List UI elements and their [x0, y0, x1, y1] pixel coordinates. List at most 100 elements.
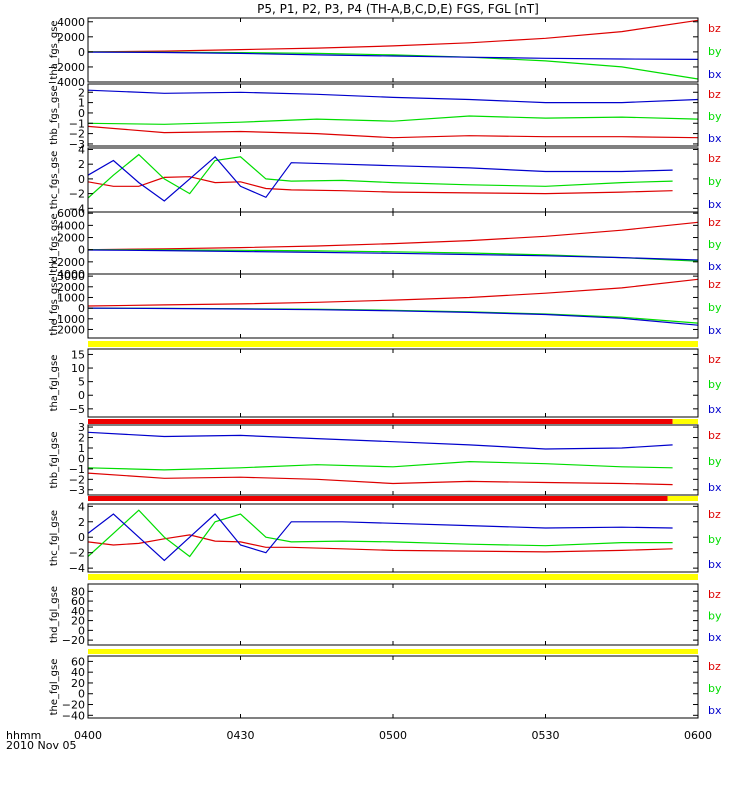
y-tick-label: 2	[78, 432, 85, 445]
y-axis-label: tha_fgl_gse	[49, 355, 60, 412]
y-tick-label: 3	[78, 421, 85, 434]
y-tick-label: −20	[62, 634, 85, 647]
chart-title: P5, P1, P2, P3, P4 (TH-A,B,C,D,E) FGS, F…	[257, 2, 539, 16]
status-bar-segment-yellow	[667, 496, 698, 501]
status-bar-segment-red	[88, 496, 668, 501]
status-bar	[88, 341, 698, 347]
x-tick-label: 0530	[532, 729, 560, 742]
y-tick-label: 2000	[57, 281, 85, 294]
status-bar-segment-yellow	[88, 341, 698, 347]
x-tick-label: 0400	[74, 729, 102, 742]
status-bar-segment-red	[88, 419, 673, 424]
series-line-bx	[87, 431, 673, 450]
y-tick-label: −2000	[48, 323, 85, 336]
y-axis-label: tha_fgs_gse	[49, 20, 60, 79]
legend-bz: bz	[708, 429, 721, 442]
legend-by: by	[708, 610, 722, 623]
y-axis-label: thc_fgl_gse	[49, 510, 60, 566]
y-tick-label: −4000	[48, 268, 85, 281]
y-tick-label: −4	[69, 202, 85, 215]
x-tick-label: 0500	[379, 729, 407, 742]
y-tick-label: −3	[69, 484, 85, 497]
series-line-bx	[87, 307, 699, 326]
panel-frame	[87, 503, 699, 573]
series-line-by	[87, 153, 673, 199]
y-tick-label: 0	[78, 624, 85, 637]
y-tick-label: −1	[69, 463, 85, 476]
y-tick-label: 0	[78, 46, 85, 59]
legend-bx: bx	[708, 631, 722, 644]
legend-by: by	[708, 238, 722, 251]
y-tick-label: 4000	[57, 219, 85, 232]
y-tick-label: 1000	[57, 291, 85, 304]
legend-bz: bz	[708, 660, 721, 673]
legend-by: by	[708, 301, 722, 314]
status-bar-segment-yellow	[672, 419, 698, 424]
y-tick-label: 4	[78, 500, 85, 513]
y-tick-label: 15	[71, 348, 85, 361]
series-line-bz	[87, 278, 699, 307]
legend-by: by	[708, 110, 722, 123]
y-tick-label: 1	[78, 442, 85, 455]
legend-bx: bx	[708, 481, 722, 494]
y-tick-label: 80	[71, 585, 85, 598]
x-axis: 0400 0430 0500 0530 0600	[74, 729, 712, 742]
series-line-bz	[87, 176, 673, 195]
y-tick-label: 40	[71, 666, 85, 679]
y-tick-label: 2000	[57, 232, 85, 245]
y-tick-label: −1	[69, 117, 85, 130]
series-line-bx	[87, 513, 673, 562]
status-bar	[88, 419, 698, 424]
y-axis-label: thb_fgs_gse	[49, 85, 60, 144]
legend-by: by	[708, 175, 722, 188]
y-tick-label: 3000	[57, 270, 85, 283]
y-axis-label: thb_fgl_gse	[49, 432, 60, 489]
status-bar	[88, 574, 698, 580]
y-axis-label: thc_fgs_gse	[49, 151, 60, 210]
panel-thb_fgs_gse: 210−1−2−3 thb_fgs_gse bz by bx	[49, 83, 722, 151]
series-line-bx	[87, 89, 699, 104]
y-tick-label: 0	[78, 173, 85, 186]
y-tick-label: −3	[69, 138, 85, 151]
y-tick-label: −2	[69, 473, 85, 486]
y-tick-label: −2000	[48, 256, 85, 269]
legend-bx: bx	[708, 704, 722, 717]
legend-bx: bx	[708, 260, 722, 273]
panel-frame	[87, 655, 699, 719]
y-axis-label: the_fgs_gse	[49, 276, 60, 335]
status-bar-segment-yellow	[88, 649, 698, 654]
legend-bz: bz	[708, 278, 721, 291]
series-line-bz	[87, 534, 673, 553]
series-line-by	[87, 115, 699, 125]
legend-bx: bx	[708, 403, 722, 416]
x-axis-time-label: hhmm	[6, 729, 41, 742]
y-tick-label: 2	[78, 158, 85, 171]
y-tick-label: −4000	[48, 76, 85, 89]
y-tick-label: −20	[62, 699, 85, 712]
legend-bz: bz	[708, 508, 721, 521]
y-axis-label: thd_fgs_gse	[49, 213, 60, 272]
y-tick-label: 0	[78, 688, 85, 701]
legend-bx: bx	[708, 558, 722, 571]
y-tick-label: 6000	[57, 207, 85, 220]
y-tick-label: 4	[78, 143, 85, 156]
series-line-bx	[87, 155, 673, 202]
legend-bx: bx	[708, 324, 722, 337]
y-tick-label: −4	[69, 562, 85, 575]
y-tick-label: 10	[71, 362, 85, 375]
legend-bz: bz	[708, 588, 721, 601]
legend-bz: bz	[708, 353, 721, 366]
y-axis-label: the_fgl_gse	[49, 659, 60, 716]
series-line-by	[87, 249, 699, 262]
y-tick-label: −2	[69, 188, 85, 201]
y-tick-label: 5	[78, 376, 85, 389]
